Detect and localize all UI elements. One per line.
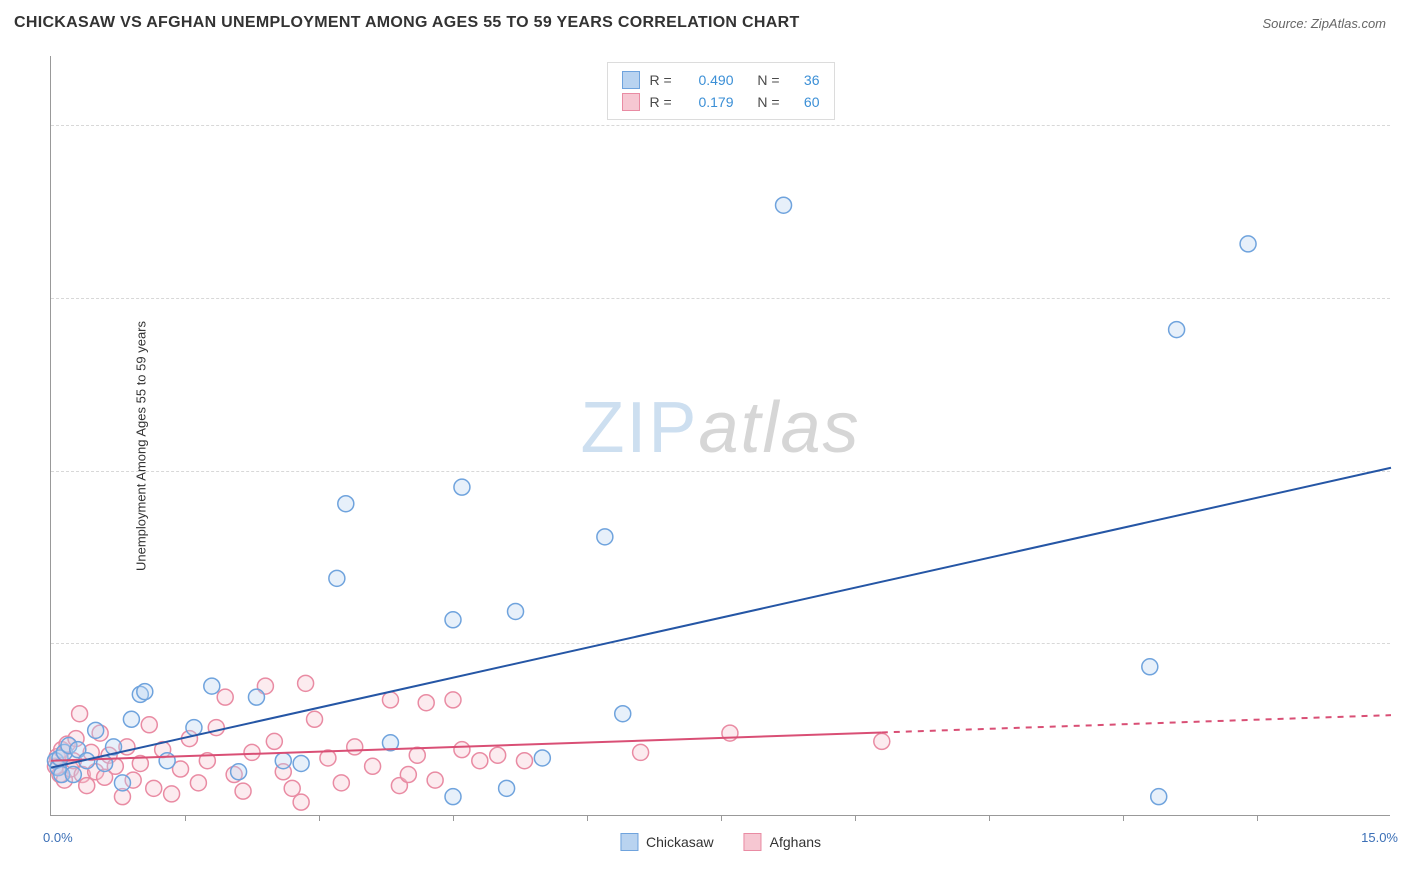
x-tick — [721, 815, 722, 821]
chickasaw-point — [186, 720, 202, 736]
afghans-trendline-extrapolated — [882, 715, 1391, 732]
chickasaw-point — [499, 780, 515, 796]
afghans-point — [284, 780, 300, 796]
afghans-point — [190, 775, 206, 791]
x-tick — [855, 815, 856, 821]
chickasaw-point — [159, 753, 175, 769]
chickasaw-point — [88, 722, 104, 738]
x-tick — [1257, 815, 1258, 821]
x-tick — [587, 815, 588, 821]
chart-title: CHICKASAW VS AFGHAN UNEMPLOYMENT AMONG A… — [14, 14, 800, 32]
afghans-point — [365, 758, 381, 774]
chickasaw-point — [293, 755, 309, 771]
x-axis-max-label: 15.0% — [1361, 830, 1398, 845]
afghans-point — [427, 772, 443, 788]
legend-swatch — [620, 833, 638, 851]
chickasaw-point — [1142, 659, 1158, 675]
plot-area: ZIPatlas 12.5%25.0%37.5%50.0% 0.0% 15.0%… — [50, 56, 1390, 816]
chickasaw-point — [1240, 236, 1256, 252]
afghans-point — [79, 778, 95, 794]
x-tick — [319, 815, 320, 821]
chickasaw-point — [534, 750, 550, 766]
x-tick — [1123, 815, 1124, 821]
afghans-point — [141, 717, 157, 733]
x-tick — [453, 815, 454, 821]
chickasaw-point — [231, 764, 247, 780]
afghans-point — [409, 747, 425, 763]
afghans-point — [382, 692, 398, 708]
chickasaw-point — [123, 711, 139, 727]
afghans-point — [244, 744, 260, 760]
afghans-point — [146, 780, 162, 796]
afghans-point — [333, 775, 349, 791]
afghans-point — [516, 753, 532, 769]
source-attribution: Source: ZipAtlas.com — [1262, 16, 1386, 31]
afghans-point — [454, 742, 470, 758]
chickasaw-point — [65, 767, 81, 783]
afghans-point — [490, 747, 506, 763]
afghans-point — [208, 720, 224, 736]
chickasaw-point — [445, 612, 461, 628]
x-tick — [989, 815, 990, 821]
chickasaw-point — [508, 603, 524, 619]
chickasaw-point — [137, 684, 153, 700]
afghans-point — [633, 744, 649, 760]
chickasaw-point — [1169, 322, 1185, 338]
x-tick — [185, 815, 186, 821]
series-legend-label: Chickasaw — [646, 834, 714, 850]
series-legend-item: Afghans — [744, 833, 821, 851]
series-legend-item: Chickasaw — [620, 833, 714, 851]
afghans-point — [400, 767, 416, 783]
series-legend-label: Afghans — [770, 834, 821, 850]
afghans-point — [72, 706, 88, 722]
chickasaw-trendline — [51, 468, 1391, 768]
chickasaw-point — [454, 479, 470, 495]
chickasaw-point — [329, 570, 345, 586]
afghans-point — [347, 739, 363, 755]
chickasaw-point — [1151, 789, 1167, 805]
scatter-svg — [51, 56, 1390, 815]
chickasaw-point — [597, 529, 613, 545]
afghans-point — [298, 675, 314, 691]
afghans-point — [874, 733, 890, 749]
afghans-point — [307, 711, 323, 727]
afghans-point — [164, 786, 180, 802]
chickasaw-point — [204, 678, 220, 694]
chickasaw-point — [248, 689, 264, 705]
afghans-point — [266, 733, 282, 749]
chickasaw-point — [114, 775, 130, 791]
afghans-point — [293, 794, 309, 810]
series-legend: Chickasaw Afghans — [620, 833, 821, 851]
afghans-point — [472, 753, 488, 769]
afghans-point — [418, 695, 434, 711]
chickasaw-point — [776, 197, 792, 213]
afghans-point — [445, 692, 461, 708]
chickasaw-point — [338, 496, 354, 512]
afghans-point — [235, 783, 251, 799]
afghans-point — [217, 689, 233, 705]
legend-swatch — [744, 833, 762, 851]
chickasaw-point — [275, 753, 291, 769]
x-axis-min-label: 0.0% — [43, 830, 73, 845]
chickasaw-point — [445, 789, 461, 805]
chickasaw-point — [615, 706, 631, 722]
